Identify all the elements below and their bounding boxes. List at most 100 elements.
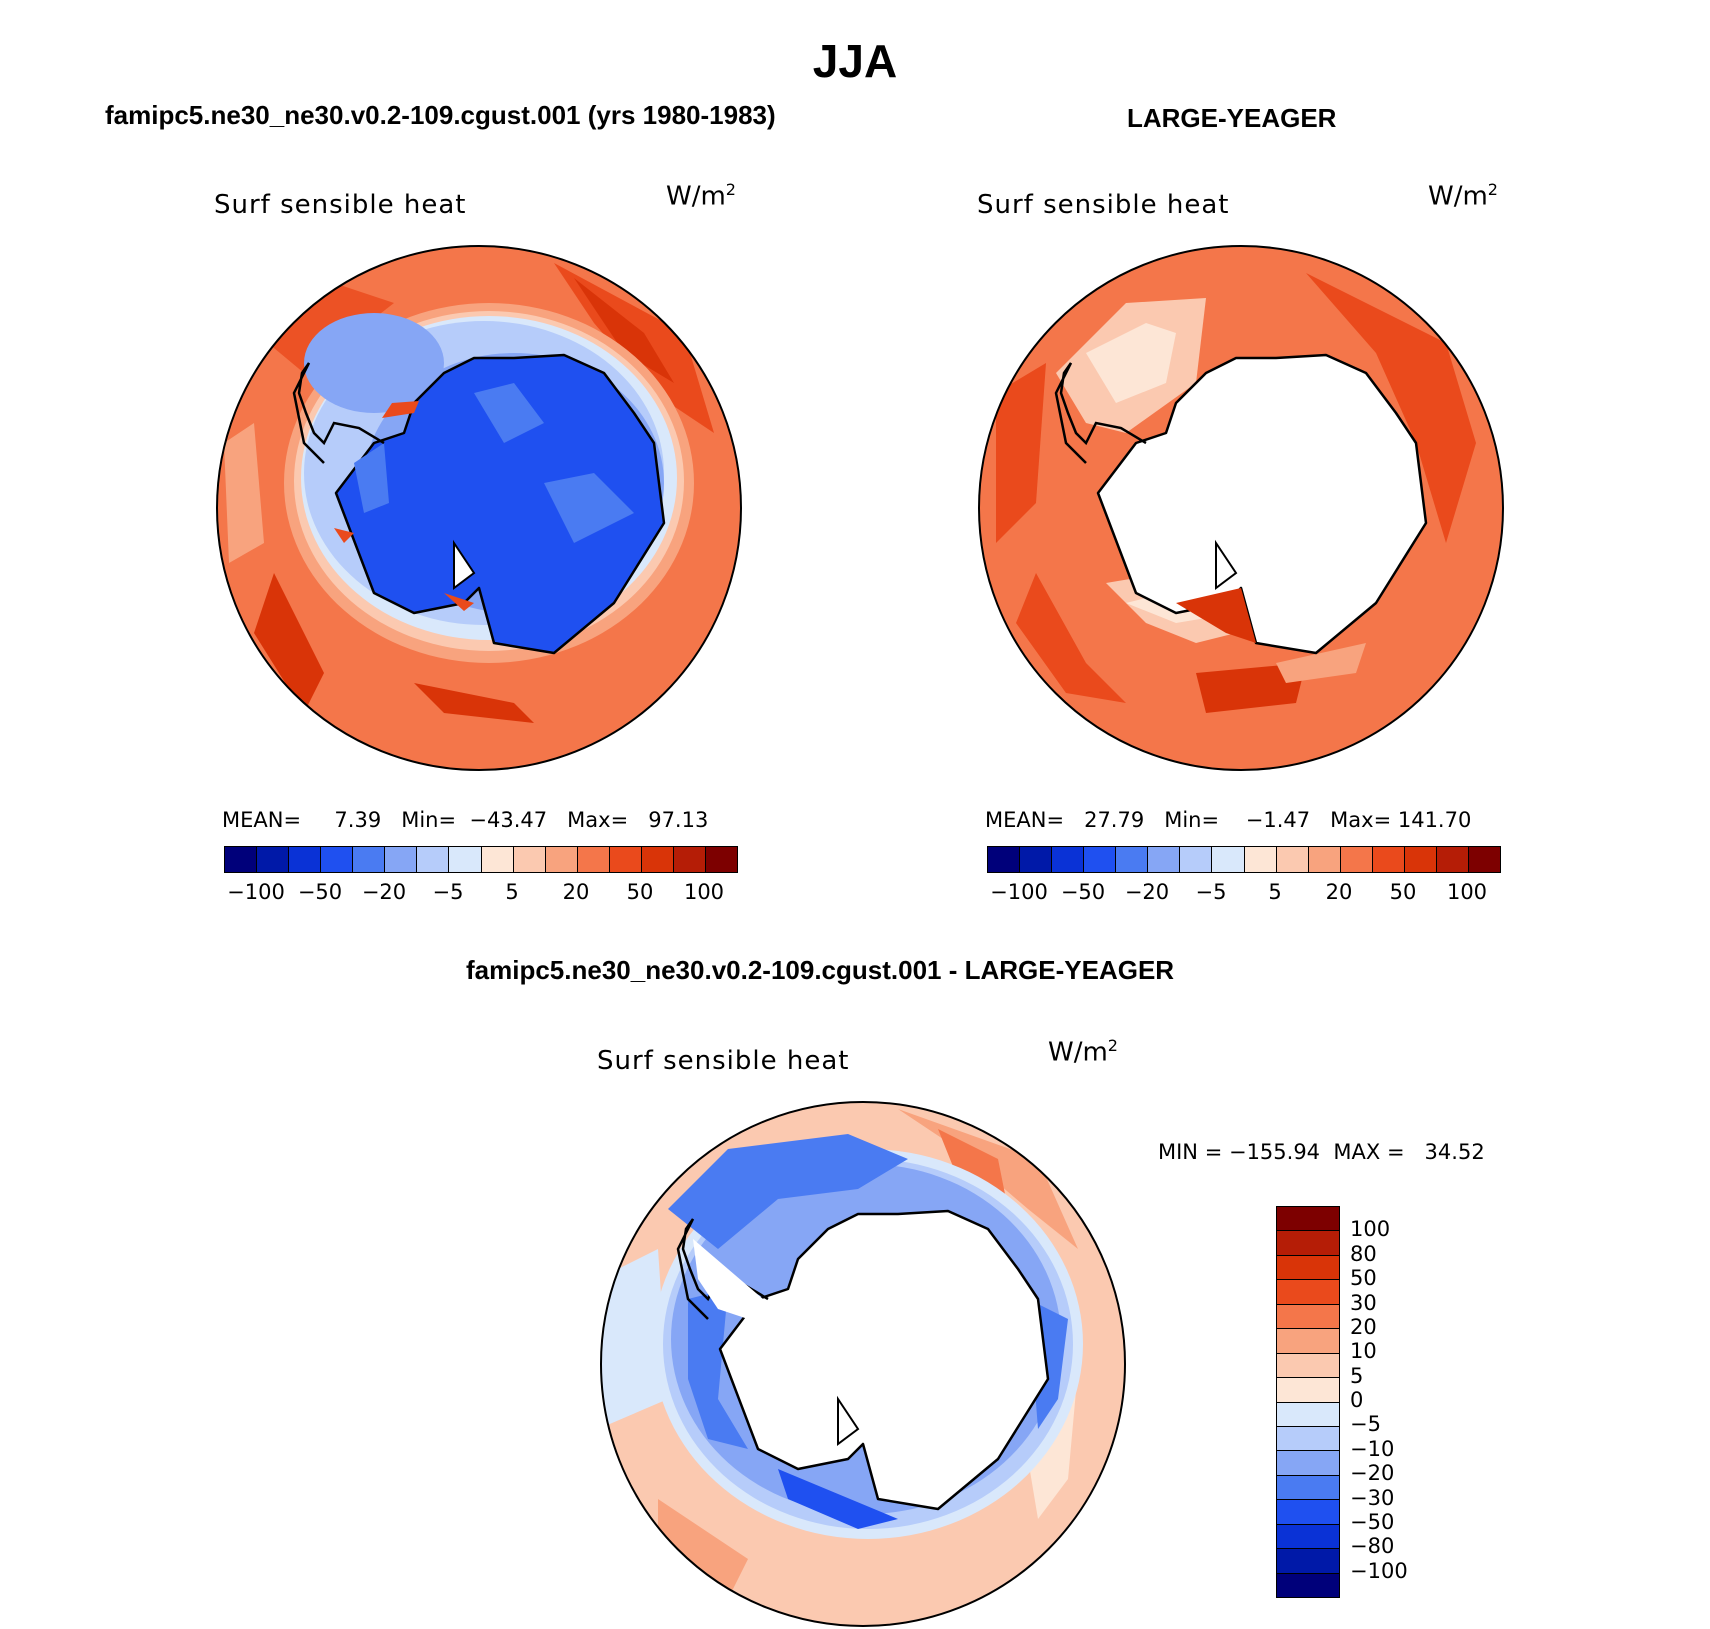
colorbar-swatch: [1148, 847, 1181, 872]
model-polar-map: [216, 245, 742, 771]
colorbar-swatch: [1277, 1426, 1339, 1452]
obs-unit-label: W/m2: [1428, 180, 1498, 212]
colorbar-swatch: [1277, 1255, 1339, 1281]
colorbar-swatch: [1340, 847, 1373, 872]
colorbar-swatch: [1404, 847, 1437, 872]
model-colorbar-ticks: −100 −50 −20 −5 5 20 50 100: [224, 880, 736, 910]
colorbar-swatch: [641, 847, 674, 872]
colorbar-swatch: [385, 847, 418, 872]
obs-stats: MEAN= 27.79 Min= −1.47 Max= 141.70: [985, 808, 1472, 832]
colorbar-tick-label: −100: [1350, 1558, 1408, 1583]
colorbar-swatch: [449, 847, 482, 872]
colorbar-tick-label: 100: [1446, 880, 1488, 904]
model-stats: MEAN= 7.39 Min= −43.47 Max= 97.13: [222, 808, 709, 832]
diff-panel-heading: famipc5.ne30_ne30.v0.2-109.cgust.001 - L…: [466, 955, 1175, 985]
colorbar-swatch: [1372, 847, 1405, 872]
colorbar-swatch: [1277, 1549, 1339, 1574]
obs-colorbar-ticks: −100 −50 −20 −5 5 20 50 100: [987, 880, 1499, 910]
colorbar-tick-label: −80: [1350, 1534, 1395, 1559]
colorbar-tick-label: −10: [1350, 1436, 1395, 1461]
colorbar-tick-label: −50: [1060, 880, 1106, 904]
colorbar-swatch: [673, 847, 706, 872]
obs-variable-label: Surf sensible heat: [977, 190, 1230, 220]
colorbar-tick-label: 20: [1325, 880, 1353, 904]
colorbar-tick-label: −5: [432, 880, 464, 904]
diff-unit-label: W/m2: [1048, 1036, 1118, 1068]
colorbar-tick-label: −20: [361, 880, 407, 904]
colorbar-swatch: [1277, 1329, 1339, 1354]
colorbar-tick-label: −50: [297, 880, 343, 904]
colorbar-swatch: [1277, 1524, 1339, 1550]
colorbar-swatch: [1180, 847, 1213, 872]
page-title: JJA: [812, 35, 898, 87]
colorbar-swatch: [1277, 1231, 1339, 1256]
colorbar-tick-label: 5: [505, 880, 519, 904]
colorbar-swatch: [1244, 847, 1277, 872]
colorbar-swatch: [1277, 1378, 1339, 1403]
colorbar-swatch: [1436, 847, 1469, 872]
colorbar-swatch: [1020, 847, 1053, 872]
colorbar-swatch: [1277, 1475, 1339, 1501]
colorbar-swatch: [513, 847, 546, 872]
colorbar-swatch: [1277, 1402, 1339, 1427]
colorbar-tick-label: 80: [1350, 1241, 1377, 1266]
colorbar-swatch: [1277, 1500, 1339, 1525]
colorbar-swatch: [1277, 1207, 1339, 1232]
colorbar-tick-label: −20: [1350, 1461, 1395, 1486]
colorbar-swatch: [1084, 847, 1117, 872]
model-panel-heading: famipc5.ne30_ne30.v0.2-109.cgust.001 (yr…: [105, 100, 776, 130]
model-colorbar: [224, 846, 738, 873]
colorbar-swatch: [1052, 847, 1085, 872]
colorbar-tick-label: −5: [1350, 1412, 1381, 1437]
colorbar-swatch: [1212, 847, 1245, 872]
colorbar-swatch: [1116, 847, 1149, 872]
colorbar-swatch: [577, 847, 610, 872]
colorbar-tick-label: 20: [562, 880, 590, 904]
colorbar-swatch: [353, 847, 386, 872]
colorbar-tick-label: −30: [1350, 1485, 1395, 1510]
colorbar-tick-label: −50: [1350, 1509, 1395, 1534]
colorbar-tick-label: 0: [1350, 1388, 1364, 1412]
colorbar-swatch: [1277, 1353, 1339, 1379]
obs-panel-heading: LARGE-YEAGER: [1127, 103, 1337, 133]
colorbar-tick-label: −5: [1195, 880, 1227, 904]
colorbar-tick-label: 30: [1350, 1290, 1377, 1315]
obs-polar-map: [978, 245, 1504, 771]
colorbar-tick-label: 20: [1350, 1314, 1377, 1339]
colorbar-tick-label: 50: [1389, 880, 1417, 904]
colorbar-tick-label: 100: [1350, 1217, 1391, 1242]
colorbar-tick-label: −100: [227, 880, 285, 904]
colorbar-swatch: [1277, 1573, 1339, 1597]
colorbar-swatch: [1277, 1304, 1339, 1330]
colorbar-swatch: [545, 847, 578, 872]
colorbar-swatch: [321, 847, 354, 872]
colorbar-swatch: [1308, 847, 1341, 872]
colorbar-swatch: [705, 847, 737, 872]
colorbar-swatch: [1468, 847, 1500, 872]
colorbar-tick-label: 10: [1350, 1339, 1377, 1364]
colorbar-tick-label: 50: [1350, 1266, 1377, 1291]
diff-variable-label: Surf sensible heat: [597, 1046, 850, 1076]
colorbar-swatch: [257, 847, 290, 872]
colorbar-swatch: [1277, 1451, 1339, 1476]
colorbar-swatch: [481, 847, 514, 872]
diff-colorbar-ticks: 100 80 50 30 20 10 5 0 −5 −10 −20 −30 −50 −80 −100: [1350, 1206, 1470, 1596]
colorbar-tick-label: −100: [990, 880, 1048, 904]
obs-colorbar: [987, 846, 1501, 873]
colorbar-swatch: [417, 847, 450, 872]
colorbar-swatch: [225, 847, 258, 872]
colorbar-swatch: [988, 847, 1021, 872]
model-unit-label: W/m2: [666, 180, 736, 212]
colorbar-swatch: [1277, 1280, 1339, 1305]
colorbar-tick-label: 5: [1268, 880, 1282, 904]
colorbar-swatch: [289, 847, 322, 872]
colorbar-tick-label: 5: [1350, 1363, 1364, 1388]
colorbar-tick-label: 100: [683, 880, 725, 904]
colorbar-tick-label: 50: [626, 880, 654, 904]
colorbar-tick-label: −20: [1124, 880, 1170, 904]
colorbar-swatch: [1276, 847, 1309, 872]
model-variable-label: Surf sensible heat: [214, 190, 467, 220]
diff-colorbar: [1276, 1206, 1340, 1598]
diff-polar-map: [600, 1101, 1126, 1627]
diff-stats: MIN = −155.94 MAX = 34.52: [1158, 1140, 1485, 1164]
